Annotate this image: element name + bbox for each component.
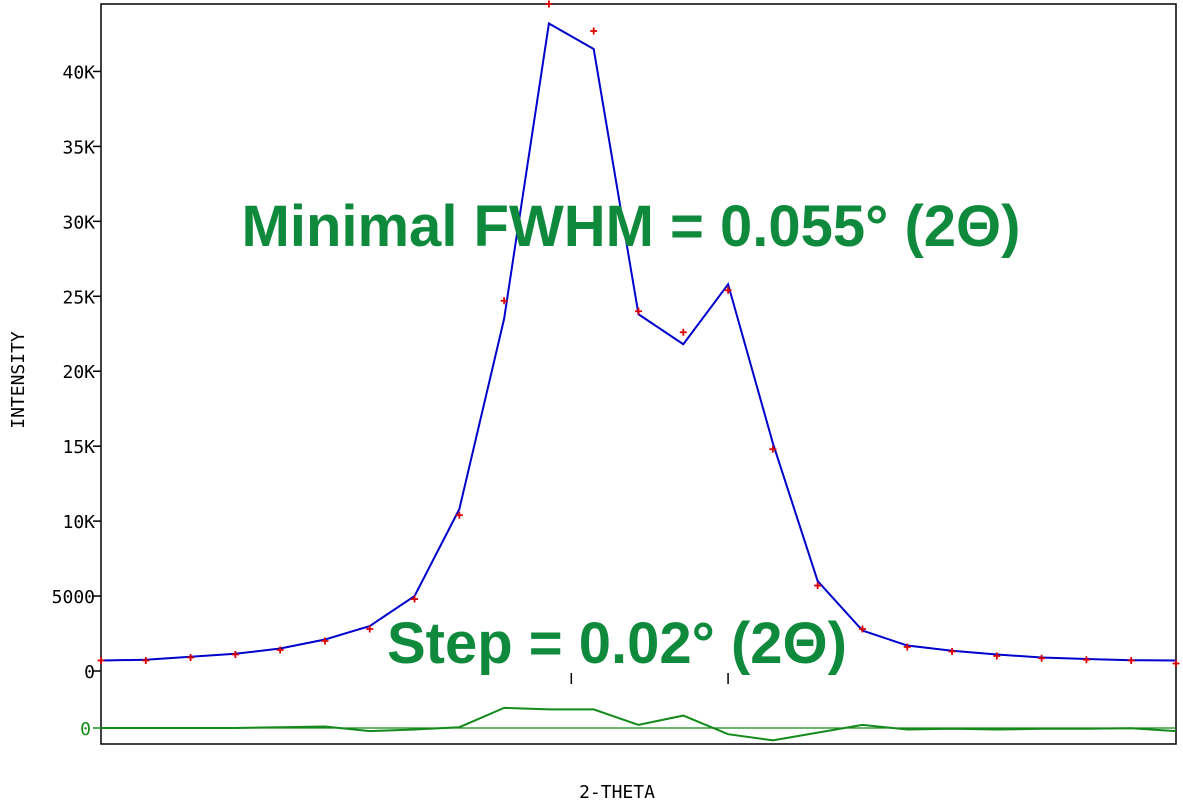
reflection-markers (570, 673, 729, 684)
observed-point (590, 27, 598, 35)
observed-point (903, 643, 911, 651)
observed-point (1082, 656, 1090, 664)
y-tick-label: 30K (62, 212, 95, 233)
observed-point (679, 328, 687, 336)
observed-point (545, 0, 553, 8)
fwhm-annotation: Minimal FWHM = 0.055° (2Θ) (242, 194, 1021, 259)
observed-point (411, 595, 419, 603)
calculated-profile-line (100, 21, 1177, 662)
series-layer (97, 0, 1180, 668)
observed-point (276, 646, 284, 654)
observed-point (187, 654, 195, 662)
y-axis: 0 5000 10K 15K 20K 25K 30K 35K 40K (52, 62, 101, 683)
y-tick-label: 5000 (52, 587, 95, 608)
difference-zero-label: 0 (80, 719, 91, 740)
y-tick-label: 25K (62, 287, 95, 308)
observed-point (142, 657, 150, 665)
observed-point (1038, 654, 1046, 662)
observed-point (97, 657, 105, 665)
observed-point (858, 625, 866, 633)
y-tick-label: 20K (62, 362, 95, 383)
plot-frame (100, 3, 1177, 745)
observed-point (231, 651, 239, 659)
difference-layer: 0 (80, 706, 1177, 742)
x-axis-title: 2-THETA (579, 782, 655, 803)
observed-point (724, 286, 732, 294)
observed-point (948, 648, 956, 656)
observed-point (635, 307, 642, 315)
y-tick-label: 40K (62, 62, 95, 83)
y-tick-label: 0 (84, 662, 95, 683)
observed-point (1172, 660, 1180, 668)
difference-curve (101, 706, 1177, 742)
observed-point (769, 445, 777, 453)
observed-point (455, 511, 463, 519)
observed-point (1127, 657, 1135, 665)
y-tick-label: 15K (62, 437, 95, 458)
step-annotation: Step = 0.02° (2Θ) (387, 611, 847, 676)
observed-point (500, 297, 508, 305)
y-axis-title: INTENSITY (8, 331, 29, 429)
observed-point (366, 625, 374, 633)
observed-point (321, 637, 329, 645)
y-tick-label: 10K (62, 512, 95, 533)
observed-point (814, 582, 822, 590)
observed-point (993, 652, 1001, 660)
y-tick-label: 35K (62, 137, 95, 158)
